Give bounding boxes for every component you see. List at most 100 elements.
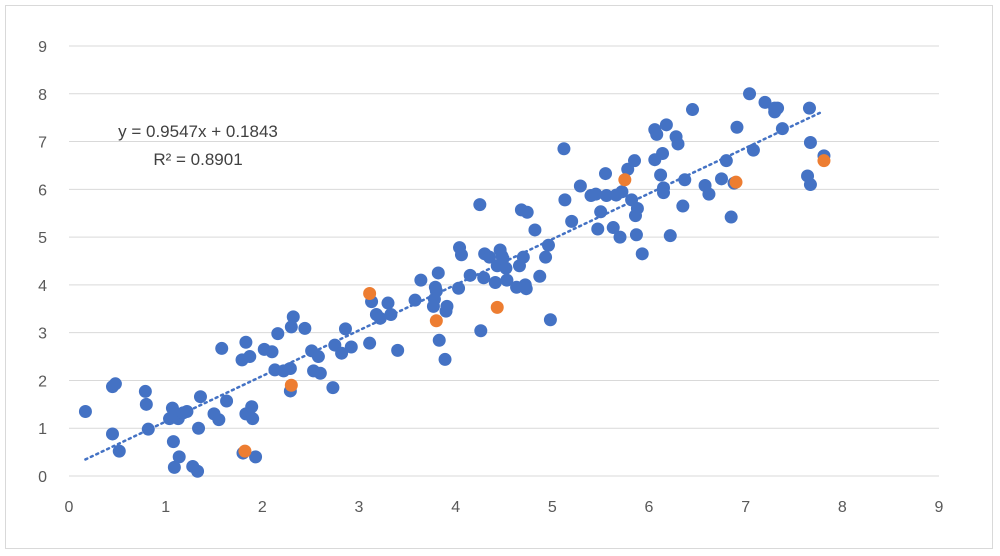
blue-point-149 [803, 136, 817, 150]
blue-point-79 [488, 276, 502, 289]
orange-point-2 [363, 286, 377, 300]
blue-point-92 [520, 205, 534, 219]
blue-point-60 [414, 273, 428, 287]
blue-point-34 [265, 345, 279, 359]
blue-point-99 [558, 193, 572, 207]
x-tick-label-8: 8 [838, 499, 847, 516]
blue-point-19 [192, 421, 206, 435]
blue-point-118 [635, 247, 649, 261]
blue-point-16 [180, 405, 194, 418]
blue-point-55 [373, 311, 387, 325]
blue-point-108 [606, 221, 620, 235]
x-tick-label-7: 7 [741, 499, 750, 516]
series-orange-points [238, 154, 831, 458]
blue-point-24 [220, 394, 234, 408]
blue-point-100 [565, 214, 579, 228]
blue-point-105 [594, 205, 608, 219]
blue-point-52 [363, 336, 377, 350]
blue-point-14 [172, 450, 186, 464]
y-tick-label-5: 5 [38, 230, 47, 247]
blue-point-72 [454, 248, 468, 262]
x-tick-label-6: 6 [645, 499, 654, 516]
y-axis-tick-labels: 0 1 2 3 4 5 6 7 8 9 [38, 39, 47, 486]
blue-point-31 [246, 412, 260, 426]
blue-point-89 [516, 250, 530, 264]
blue-point-58 [391, 343, 405, 357]
blue-point-148 [802, 101, 816, 115]
y-tick-label-4: 4 [38, 278, 47, 295]
blue-point-116 [629, 228, 643, 242]
blue-point-106 [599, 167, 612, 181]
blue-point-30 [245, 400, 259, 414]
orange-point-6 [729, 175, 743, 189]
blue-point-134 [702, 187, 716, 201]
blue-point-73 [463, 268, 477, 282]
blue-point-70 [452, 281, 466, 295]
y-tick-label-1: 1 [38, 421, 47, 438]
blue-point-110 [613, 230, 627, 244]
blue-point-111 [615, 185, 629, 199]
blue-point-76 [477, 271, 491, 285]
blue-point-12 [167, 460, 181, 474]
x-tick-label-4: 4 [451, 499, 460, 516]
blue-point-84 [499, 261, 513, 275]
blue-point-20 [193, 390, 207, 404]
blue-point-91 [519, 282, 533, 296]
orange-point-3 [429, 314, 443, 328]
y-tick-label-6: 6 [38, 182, 47, 199]
blue-point-131 [678, 173, 692, 187]
blue-point-0 [78, 405, 92, 418]
blue-point-146 [775, 122, 789, 136]
blue-point-29 [243, 350, 257, 364]
blue-point-114 [628, 154, 641, 168]
blue-point-45 [311, 350, 325, 364]
blue-point-127 [663, 229, 677, 243]
x-tick-label-3: 3 [355, 499, 364, 516]
blue-point-32 [249, 450, 263, 464]
blue-point-47 [326, 381, 340, 395]
y-tick-label-9: 9 [38, 39, 47, 56]
chart-area: 0 1 2 3 4 5 6 7 8 9 0 1 2 3 4 5 6 7 8 9 y = 0.9547x + 0.18… [5, 5, 993, 549]
blue-point-93 [528, 223, 542, 237]
blue-point-23 [215, 341, 229, 355]
blue-point-103 [589, 187, 603, 201]
orange-point-1 [284, 378, 298, 392]
blue-point-139 [730, 120, 744, 134]
blue-point-150 [803, 178, 817, 192]
blue-point-69 [440, 299, 454, 313]
blue-point-11 [166, 435, 180, 449]
blue-point-126 [659, 118, 673, 132]
orange-point-4 [490, 300, 504, 314]
y-tick-label-7: 7 [38, 135, 47, 152]
blue-point-123 [656, 147, 670, 160]
blue-point-18 [191, 464, 205, 478]
x-tick-label-9: 9 [935, 499, 944, 516]
trendline-r2-label: R² = 0.8901 [153, 150, 242, 169]
blue-point-42 [298, 321, 312, 335]
blue-point-7 [141, 422, 155, 436]
blue-point-94 [533, 269, 547, 283]
blue-point-137 [724, 210, 738, 224]
blue-point-49 [335, 346, 349, 360]
blue-point-107 [599, 189, 613, 203]
blue-point-46 [313, 366, 327, 380]
orange-point-5 [618, 173, 632, 187]
trendline-equation-label: y = 0.9547x + 0.1843 [118, 122, 278, 141]
blue-point-4 [112, 444, 126, 458]
x-tick-label-0: 0 [65, 499, 74, 516]
blue-point-117 [630, 201, 644, 215]
blue-point-36 [271, 327, 285, 341]
blue-point-122 [654, 168, 668, 182]
blue-point-74 [473, 198, 487, 212]
gridlines [69, 45, 939, 429]
blue-point-145 [771, 101, 785, 115]
blue-point-66 [432, 333, 446, 347]
orange-point-7 [817, 154, 831, 168]
blue-point-101 [573, 179, 587, 193]
y-tick-label-0: 0 [38, 469, 47, 486]
blue-point-56 [381, 296, 395, 310]
blue-point-135 [715, 172, 728, 186]
blue-point-59 [408, 293, 422, 307]
blue-point-125 [657, 186, 670, 200]
x-axis-tick-labels: 0 1 2 3 4 5 6 7 8 9 [65, 499, 944, 516]
